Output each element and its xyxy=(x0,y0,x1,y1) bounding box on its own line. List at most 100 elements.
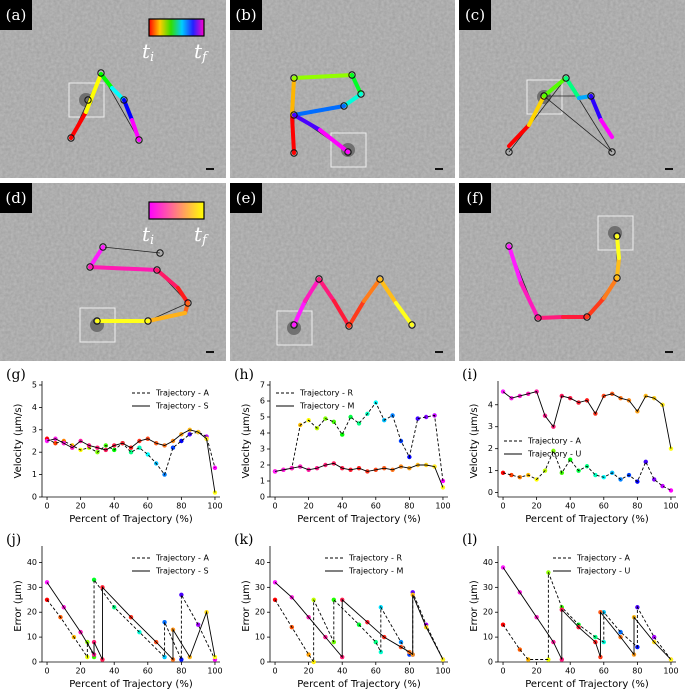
panel-label: (d) xyxy=(5,189,26,207)
trajectory-segment xyxy=(290,113,296,155)
trajectory-segment xyxy=(577,94,593,100)
y-tick-label: 1 xyxy=(260,477,265,486)
x-axis-label: Percent of Trajectory (%) xyxy=(297,514,421,525)
image-panel: (b) xyxy=(230,0,455,178)
label-box xyxy=(230,183,262,213)
x-axis-label: Percent of Trajectory (%) xyxy=(525,679,649,690)
data-point xyxy=(162,619,167,625)
waypoint xyxy=(357,90,365,98)
label-box xyxy=(0,183,32,213)
x-tick-label: 0 xyxy=(272,502,277,511)
image-panel: (e) xyxy=(230,183,455,361)
y-tick-label: 30 xyxy=(27,583,37,592)
data-point xyxy=(179,657,184,662)
image-texture xyxy=(230,183,455,361)
panel-label: (a) xyxy=(6,6,27,24)
x-tick-label: 20 xyxy=(304,667,314,676)
x-tick-label: 80 xyxy=(404,667,414,676)
label-box xyxy=(0,0,32,30)
y-axis-label: Error (μm) xyxy=(241,580,252,632)
data-point xyxy=(500,470,506,476)
x-axis-label: Percent of Trajectory (%) xyxy=(525,514,649,525)
legend-label: Trajectory - S xyxy=(155,402,209,411)
x-tick-label: 40 xyxy=(109,502,119,511)
waypoint xyxy=(120,96,128,104)
trajectory-segment xyxy=(292,104,346,117)
x-tick-label: 0 xyxy=(272,667,277,676)
panel-label: (h) xyxy=(234,367,254,383)
x-tick-label: 20 xyxy=(532,667,542,676)
y-tick-label: 3 xyxy=(32,425,37,434)
waypoint xyxy=(583,313,591,321)
trajectory-segment xyxy=(507,123,531,148)
x-tick-label: 40 xyxy=(565,502,575,511)
panel-label: (c) xyxy=(465,6,485,24)
y-tick-label: 0 xyxy=(260,658,265,667)
legend-label: Trajectory - A xyxy=(576,554,630,563)
target-box xyxy=(276,310,313,346)
y-tick-label: 0 xyxy=(488,488,493,497)
legend-label: Trajectory - A xyxy=(155,389,209,398)
trajectory-segment xyxy=(362,277,382,303)
colorbar-start-sub: i xyxy=(150,50,154,65)
x-tick-label: 60 xyxy=(371,667,381,676)
data-point xyxy=(423,414,429,420)
trajectory-segment xyxy=(542,76,568,98)
x-tick-label: 20 xyxy=(76,667,86,676)
trajectory-segment xyxy=(292,73,354,80)
label-box xyxy=(459,0,491,30)
waypoint xyxy=(534,314,542,322)
image-panel: (c) xyxy=(459,0,685,178)
trajectory-segment xyxy=(110,86,126,102)
template-path xyxy=(508,77,613,153)
trajectory-segment xyxy=(585,296,606,319)
series-line xyxy=(46,582,216,661)
waypoint xyxy=(344,148,352,156)
x-tick-label: 100 xyxy=(207,502,222,511)
data-point xyxy=(546,657,551,662)
series-line xyxy=(502,391,672,449)
x-tick-label: 20 xyxy=(76,502,86,511)
y-tick-label: 2 xyxy=(32,448,37,457)
image-panel: (f) xyxy=(459,183,685,361)
y-tick-label: 30 xyxy=(483,583,493,592)
waypoint xyxy=(290,149,298,157)
x-tick-label: 60 xyxy=(143,667,153,676)
series-line xyxy=(46,578,216,660)
y-tick-label: 5 xyxy=(32,381,37,390)
x-tick-label: 100 xyxy=(435,502,450,511)
data-point xyxy=(668,488,674,493)
x-axis-label: Percent of Trajectory (%) xyxy=(69,679,193,690)
trajectory-segment xyxy=(394,301,414,327)
trajectory-segment xyxy=(99,72,114,90)
scale-bar xyxy=(665,168,673,170)
waypoint xyxy=(315,275,323,283)
scale-bar xyxy=(435,351,443,353)
waypoint xyxy=(156,249,164,257)
y-axis-label: Velocity (μm/s) xyxy=(13,403,24,478)
data-point xyxy=(509,472,514,478)
waypoint xyxy=(84,96,92,104)
y-tick-label: 4 xyxy=(32,403,37,412)
target-box xyxy=(68,82,105,118)
y-tick-label: 10 xyxy=(483,633,493,642)
panel-label: (l) xyxy=(462,532,477,548)
x-tick-label: 60 xyxy=(599,667,609,676)
colorbar xyxy=(148,201,205,220)
y-tick-label: 30 xyxy=(255,583,265,592)
x-tick-label: 60 xyxy=(371,502,381,511)
y-tick-label: 40 xyxy=(255,558,265,567)
x-tick-label: 80 xyxy=(404,502,414,511)
x-tick-label: 20 xyxy=(532,502,542,511)
image-panels: (a)ti tf(b) (c)(d)ti tf(e) (f) xyxy=(0,0,685,361)
waypoint xyxy=(99,243,107,251)
label-box xyxy=(459,183,491,213)
y-axis-label: Error (μm) xyxy=(13,580,24,632)
y-tick-label: 40 xyxy=(483,558,493,567)
legend-label: Trajectory - U xyxy=(527,450,581,459)
series-line xyxy=(274,592,444,664)
scale-bar xyxy=(435,168,443,170)
data-point xyxy=(643,459,648,465)
waypoint xyxy=(540,92,548,100)
waypoint xyxy=(184,299,192,307)
